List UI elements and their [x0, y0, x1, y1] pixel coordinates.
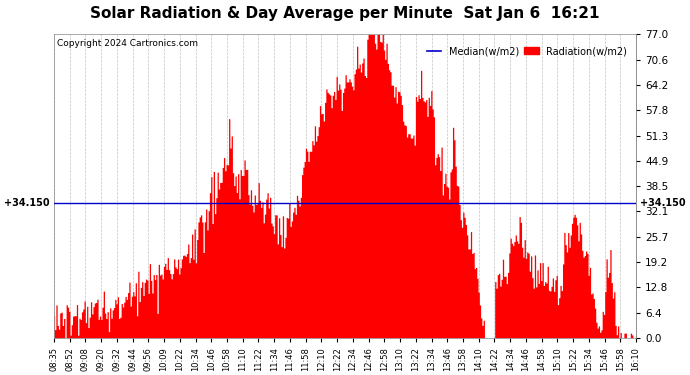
Text: Copyright 2024 Cartronics.com: Copyright 2024 Cartronics.com — [57, 39, 198, 48]
Legend: Median(w/m2), Radiation(w/m2): Median(w/m2), Radiation(w/m2) — [423, 42, 631, 60]
Text: +34.150: +34.150 — [4, 198, 50, 208]
Text: Solar Radiation & Day Average per Minute  Sat Jan 6  16:21: Solar Radiation & Day Average per Minute… — [90, 6, 600, 21]
Text: +34.150: +34.150 — [640, 198, 686, 208]
